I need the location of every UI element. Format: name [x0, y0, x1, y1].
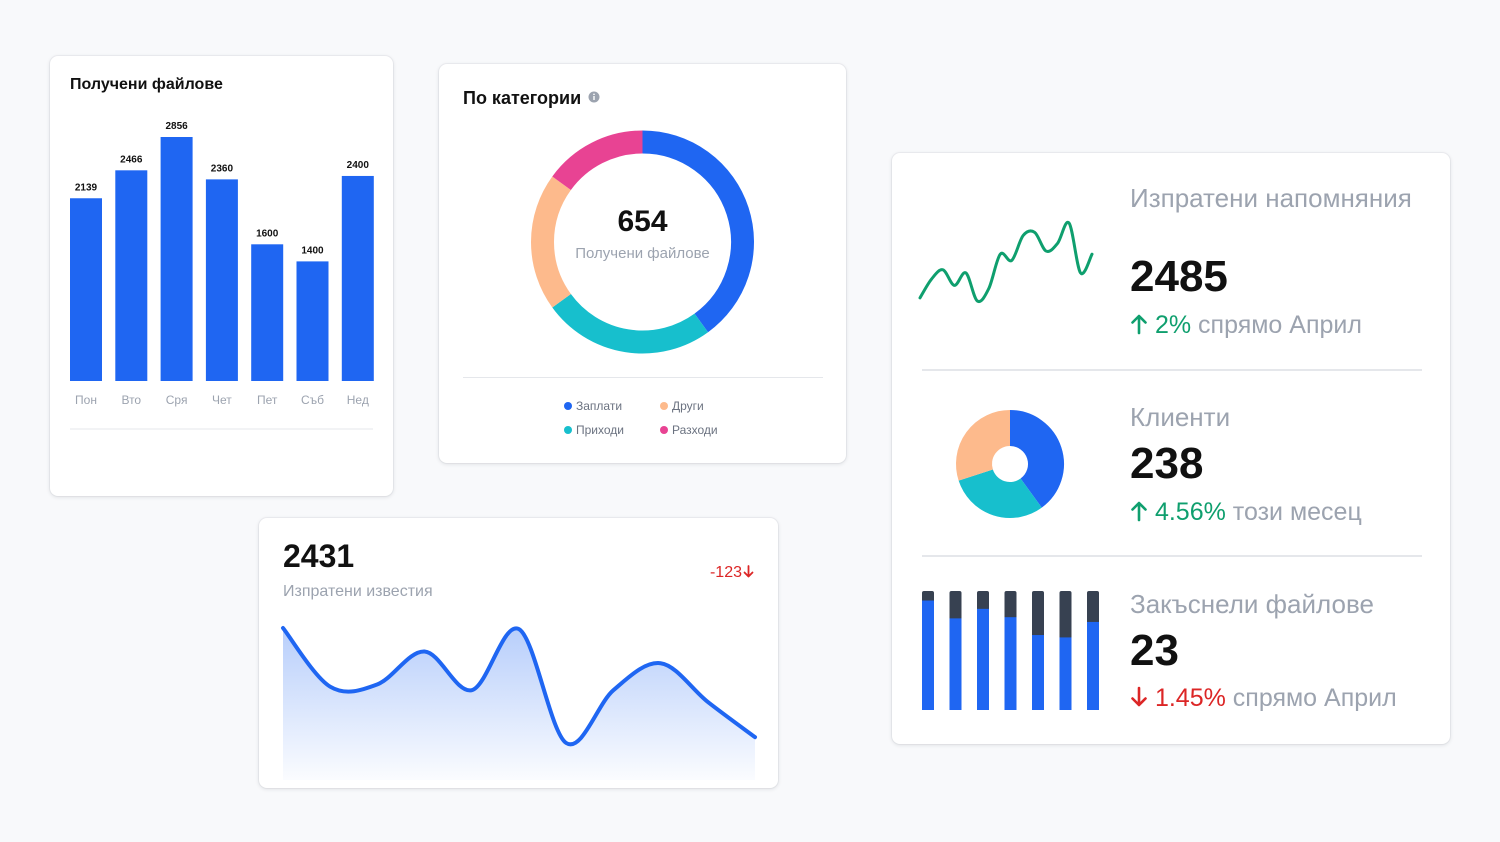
- reminders-change-text: спрямо Април: [1198, 311, 1362, 339]
- bar-value-label: 2400: [347, 160, 370, 171]
- clients-change-pct: 4.56%: [1154, 498, 1226, 526]
- notifications-change: -123: [710, 564, 754, 582]
- bar-Вто[interactable]: [115, 170, 148, 381]
- clients-value: 238: [1130, 439, 1204, 488]
- area-line: [281, 626, 757, 747]
- kpi-divider-2: [922, 555, 1422, 557]
- late-bar-fill: [922, 600, 934, 710]
- bar-Чет[interactable]: [205, 179, 238, 381]
- clients-change-text: този месец: [1232, 498, 1362, 526]
- reminders-sparkline: [918, 220, 1094, 304]
- late-bar-fill: [949, 618, 962, 710]
- bar-value-label: 1600: [256, 228, 279, 239]
- reminders-change: 2% спрямо Април: [1130, 311, 1362, 340]
- clients-pie-slice: [956, 410, 1012, 481]
- bar-Сря[interactable]: [160, 137, 193, 381]
- categories-title-text: По категории: [463, 88, 582, 108]
- donut-slice-Приходи[interactable]: [552, 293, 709, 354]
- arrow-up-icon: [1131, 315, 1147, 335]
- donut-center-label: Получени файлове: [575, 245, 710, 262]
- clients-label: Клиенти: [1130, 402, 1231, 432]
- kpi-card: Изпратени напомняния 2485 2% спрямо Апри…: [892, 153, 1450, 744]
- notifications-area-chart: [281, 626, 757, 780]
- bar-Съб[interactable]: [296, 261, 329, 381]
- reminders-label: Изпратени напомняния: [1130, 183, 1412, 213]
- legend-label-salaries: Заплати: [576, 399, 623, 413]
- arrow-up-icon: [1131, 502, 1147, 522]
- notifications-change-value: -123: [709, 564, 742, 581]
- bar-Пон[interactable]: [70, 198, 102, 381]
- area-fill: [283, 628, 755, 780]
- legend-dot-income: [564, 425, 572, 434]
- bar-value-label: 1400: [301, 245, 324, 256]
- clients-pie-slice: [1008, 410, 1064, 508]
- donut-slice-Заплати[interactable]: [642, 130, 754, 333]
- info-icon[interactable]: [588, 91, 600, 103]
- bar-category-label: Пет: [257, 393, 278, 407]
- clients-change: 4.56% този месец: [1130, 498, 1362, 527]
- arrow-down-icon: [743, 565, 754, 578]
- notifications-label: Изпратени известия: [283, 583, 433, 600]
- donut-slice-Разходи[interactable]: [552, 130, 643, 191]
- late-bar-fill: [1032, 635, 1044, 710]
- late-bar-fill: [1087, 621, 1099, 710]
- received-files-title: Получени файлове: [70, 76, 223, 93]
- legend-item-expenses[interactable]: Разходи: [660, 423, 718, 437]
- late-files-change-text: спрямо Април: [1232, 684, 1397, 712]
- received-files-bar-chart: 2139 Пон 2466 Вто 2856 Сря 2360 Чет 1600 Пет 1400 С…: [70, 121, 374, 430]
- bar-category-label: Вто: [121, 393, 141, 407]
- legend-label-income: Приходи: [576, 423, 624, 437]
- legend-item-income[interactable]: Приходи: [564, 423, 624, 437]
- late-files-bar-chart: [922, 591, 1099, 710]
- bar-value-label: 2360: [211, 163, 234, 174]
- clients-pie-slice: [958, 468, 1042, 518]
- donut-center-value: 654: [617, 205, 668, 238]
- bar-Пет[interactable]: [251, 244, 284, 381]
- kpi-divider-1: [922, 369, 1422, 371]
- categories-card: По категории 654 Получени файлове Заплат…: [439, 64, 846, 463]
- reminders-value: 2485: [1130, 252, 1228, 301]
- late-files-change-pct: 1.45%: [1154, 684, 1226, 712]
- bar-value-label: 2139: [75, 182, 98, 193]
- bar-category-label: Сря: [166, 393, 188, 407]
- clients-donut-chart: [956, 410, 1064, 518]
- bar-Нед[interactable]: [341, 175, 374, 381]
- late-files-change: 1.45% спрямо Април: [1130, 684, 1397, 713]
- legend-label-other: Други: [672, 399, 704, 413]
- categories-divider: [463, 377, 823, 378]
- donut-slice-Други[interactable]: [531, 176, 572, 308]
- legend-dot-expenses: [660, 425, 668, 434]
- legend-dot-other: [660, 401, 668, 410]
- late-bar-fill: [977, 608, 989, 710]
- bar-category-label: Съб: [301, 393, 324, 407]
- bar-value-label: 2856: [165, 121, 188, 132]
- categories-donut-chart: [531, 130, 754, 354]
- legend-item-other[interactable]: Други: [660, 399, 704, 413]
- bar-value-label: 2466: [120, 154, 143, 165]
- legend-label-expenses: Разходи: [672, 423, 718, 437]
- late-bar-fill: [1004, 617, 1017, 710]
- legend-item-salaries[interactable]: Заплати: [564, 399, 622, 413]
- late-files-label: Закъснели файлове: [1130, 589, 1374, 619]
- late-bar-fill: [1059, 637, 1072, 710]
- notifications-card: 2431 Изпратени известия -123: [259, 518, 778, 788]
- notifications-value: 2431: [283, 538, 355, 574]
- bar-category-label: Нед: [347, 393, 369, 407]
- bar-category-label: Чет: [212, 393, 232, 407]
- reminders-change-pct: 2%: [1154, 311, 1192, 339]
- arrow-down-icon: [1131, 687, 1147, 707]
- bar-category-label: Пон: [75, 393, 97, 407]
- late-files-value: 23: [1130, 626, 1179, 675]
- received-files-card: Получени файлове 2139 Пон 2466 Вто 2856 Сря 23…: [50, 56, 393, 496]
- categories-title: По категории: [463, 88, 600, 109]
- sparkline-path: [918, 220, 1094, 304]
- legend-dot-salaries: [564, 401, 572, 410]
